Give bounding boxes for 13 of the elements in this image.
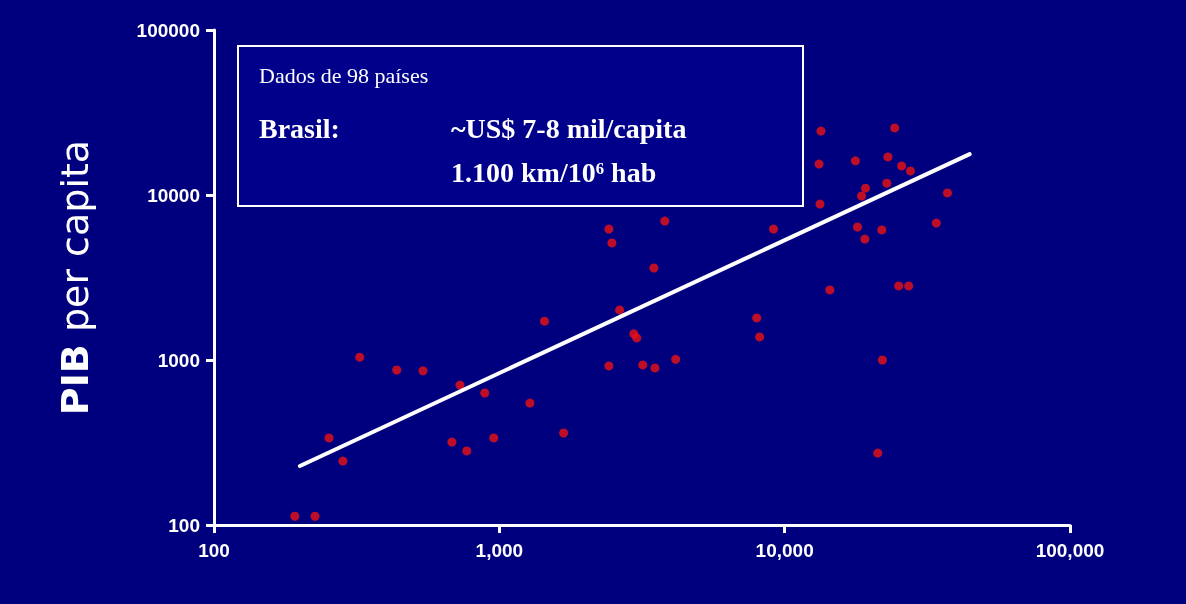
x-tick-label: 1,000 [475, 540, 524, 561]
y-tick-label: 10000 [147, 184, 200, 206]
y-axis-title: PIB per capita [53, 139, 97, 416]
y-tick-label: 1000 [157, 349, 200, 371]
x-tick-label: 100 [198, 540, 230, 561]
y-tick-label: 100000 [136, 19, 200, 41]
annotation: Brasil: [259, 113, 340, 145]
annotation: ~US$ 7-8 mil/capita [451, 113, 687, 145]
annotation: Dados de 98 países [259, 63, 429, 89]
annotation: 1.100 km/10⁶ hab [451, 157, 657, 189]
y-tick-label: 100 [168, 514, 200, 536]
x-tick-label: 10,000 [755, 540, 814, 561]
x-tick-label: 100,000 [1035, 540, 1105, 561]
